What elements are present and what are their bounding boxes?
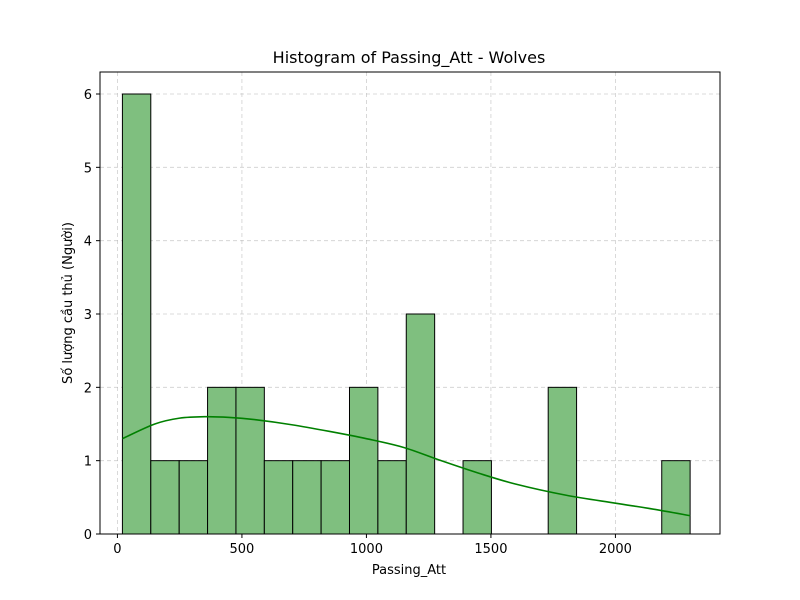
y-axis-label: Số lượng cầu thủ (Người) <box>61 222 76 384</box>
histogram-bar <box>661 460 691 535</box>
histogram-bar <box>207 386 237 535</box>
histogram-bar <box>292 460 322 535</box>
x-tick-label: 2000 <box>599 542 632 557</box>
x-axis-ticks: 0 500 1000 1500 2000 <box>113 534 632 557</box>
histogram-bar <box>320 460 350 535</box>
histogram-bar <box>348 386 379 535</box>
histogram-bar <box>263 460 294 535</box>
kde-curve <box>122 415 691 517</box>
y-axis-ticks: 0 1 2 3 4 5 6 <box>84 88 100 543</box>
x-tick-label: 500 <box>230 542 255 557</box>
histogram-bar <box>178 460 209 535</box>
y-tick-label: 6 <box>84 88 92 103</box>
x-tick-label: 1500 <box>474 542 507 557</box>
y-tick-label: 5 <box>84 161 92 176</box>
y-tick-label: 4 <box>84 235 92 250</box>
histogram-bar <box>377 460 407 535</box>
x-tick-label: 1000 <box>350 542 383 557</box>
x-axis-label: Passing_Att <box>372 563 446 578</box>
y-tick-label: 2 <box>84 381 92 396</box>
histogram-bar <box>121 93 152 535</box>
histogram-bar <box>547 386 578 535</box>
y-tick-label: 3 <box>84 308 92 323</box>
histogram-bar <box>150 460 180 535</box>
histogram-bars <box>121 93 691 535</box>
y-tick-label: 0 <box>84 528 92 543</box>
histogram-bar <box>235 386 265 535</box>
histogram-bar <box>405 313 436 535</box>
x-tick-label: 0 <box>113 542 121 557</box>
chart-title: Histogram of Passing_Att - Wolves <box>273 48 546 68</box>
y-tick-label: 1 <box>84 455 92 470</box>
histogram-bar <box>462 460 492 535</box>
plot-frame <box>99 71 721 535</box>
